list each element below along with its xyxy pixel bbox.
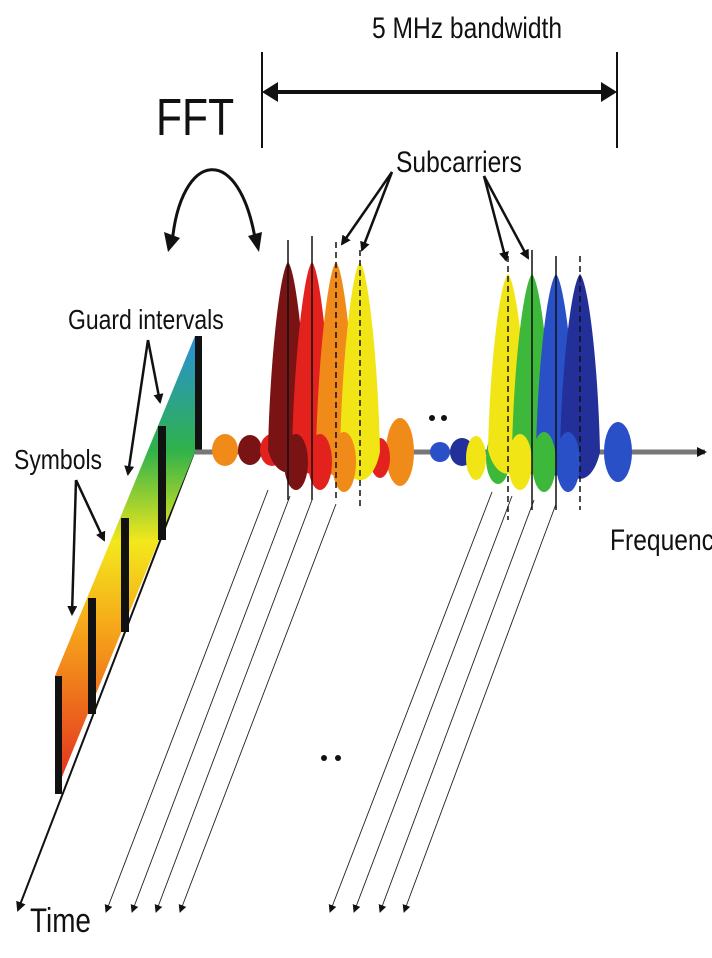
- fft-arrow: [164, 168, 262, 252]
- ellipsis-dot: [335, 755, 341, 761]
- time-projections-right: [328, 491, 557, 913]
- ellipsis-dot: [441, 415, 447, 421]
- time-axis: [16, 449, 196, 912]
- subcarriers-label: Subcarriers: [396, 146, 522, 179]
- guard-interval: [121, 518, 129, 632]
- ellipsis-dot: [321, 755, 327, 761]
- fft-label: FFT: [156, 89, 235, 147]
- symbols-label: Symbols: [14, 444, 103, 475]
- symbol-band: [55, 336, 202, 794]
- bandwidth-label: 5 MHz bandwidth: [372, 12, 563, 45]
- guard-interval: [88, 598, 96, 714]
- time-label: Time: [30, 902, 91, 940]
- frequency-label: Frequency: [610, 524, 712, 557]
- bandwidth-marker: [261, 52, 618, 148]
- subcarrier-group-left: [212, 236, 414, 510]
- ellipsis-dot: [429, 415, 435, 421]
- guard-interval: [195, 336, 202, 452]
- symbols-pointers: [67, 479, 106, 616]
- subcarriers-pointers: [340, 171, 530, 262]
- guard-intervals-label: Guard intervals: [68, 304, 224, 335]
- subcarrier-group-right: [430, 250, 632, 520]
- guard-interval: [55, 676, 62, 794]
- guard-interval-pointers: [124, 339, 164, 476]
- guard-interval: [158, 426, 166, 540]
- time-projections-left: [104, 489, 337, 913]
